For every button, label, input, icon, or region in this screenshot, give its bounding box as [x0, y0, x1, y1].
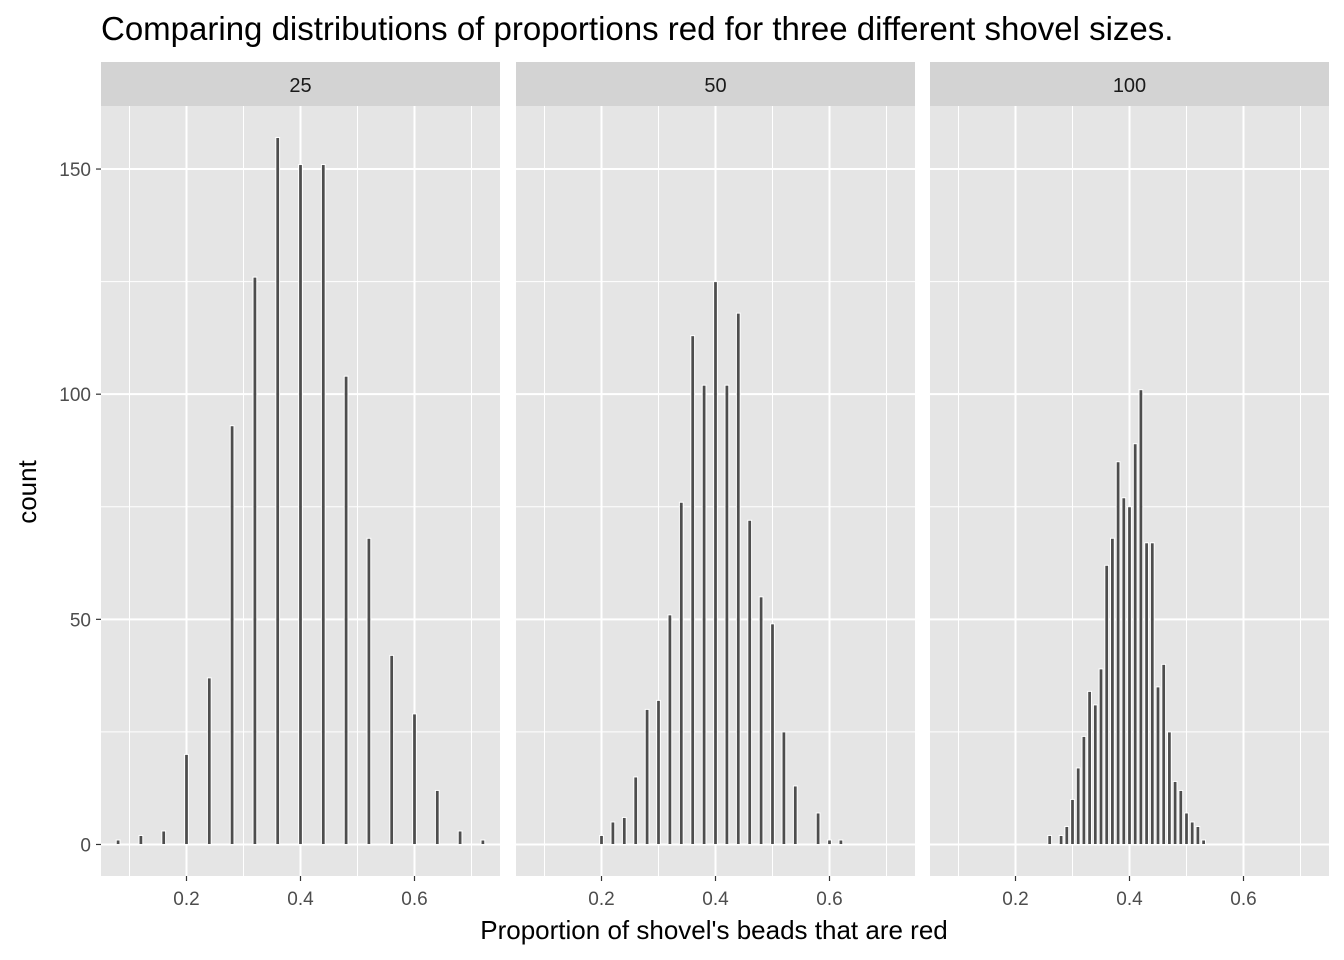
x-tick-label: 0.4 [287, 889, 314, 910]
histogram-bar [320, 164, 326, 845]
histogram-bar [758, 596, 764, 845]
y-tick-label: 100 [59, 385, 91, 406]
histogram-bar [1081, 735, 1087, 845]
histogram-bar [633, 776, 639, 845]
histogram-bar [1110, 537, 1115, 845]
histogram-bar [1047, 834, 1053, 845]
histogram-bar [343, 375, 349, 845]
facet-panel-25: 25 0.2 0.4 0.6 [101, 62, 500, 910]
y-tick-label: 50 [70, 610, 91, 631]
histogram-bar [252, 276, 258, 845]
histogram-bar [1087, 690, 1092, 845]
histogram-bar [1195, 825, 1201, 845]
histogram-bar [366, 537, 372, 845]
histogram-bar [747, 519, 753, 845]
histogram-bar [1104, 564, 1110, 845]
facet-strip-label: 25 [289, 75, 311, 97]
y-axis-title: count [12, 459, 42, 523]
histogram-bar [298, 164, 303, 845]
histogram-bar [656, 699, 661, 845]
y-tick-label: 0 [80, 835, 91, 856]
histogram-bar [1189, 821, 1195, 845]
histogram-bar [275, 137, 281, 845]
histogram-bar [1070, 798, 1075, 845]
x-tick-label: 0.6 [816, 889, 842, 910]
x-tick-label: 0.4 [702, 889, 729, 910]
facet-strip-label: 50 [704, 75, 726, 97]
histogram-bar [1149, 542, 1155, 845]
facet-panel-50: 50 0.2 0.4 0.6 [516, 62, 915, 910]
histogram-bar [229, 425, 235, 845]
facet-panel-100: 100 0.2 0.4 0.6 [930, 62, 1329, 910]
histogram-bar [1178, 789, 1184, 845]
histogram-bar [1092, 704, 1098, 845]
histogram-bar [610, 821, 616, 845]
histogram-bar [1172, 780, 1178, 845]
y-axis: 0 50 100 150 [59, 160, 101, 856]
x-tick-label: 0.2 [1002, 889, 1028, 910]
histogram-bar [389, 654, 395, 845]
x-tick-label: 0.6 [1230, 889, 1256, 910]
x-axis-title: Proportion of shovel's beads that are re… [480, 915, 947, 945]
histogram-bar [1058, 834, 1064, 845]
histogram-bar [781, 731, 787, 845]
histogram-bar [434, 789, 440, 845]
histogram-bar [713, 281, 718, 845]
y-tick-label: 150 [59, 160, 91, 181]
histogram-bar [644, 708, 650, 845]
histogram-bar [184, 753, 189, 845]
histogram-bar [1144, 542, 1149, 845]
histogram-bar [667, 614, 673, 845]
histogram-bar [161, 830, 167, 845]
histogram-bar [1161, 663, 1167, 845]
histogram-bar [1127, 506, 1132, 845]
histogram-bar [838, 839, 844, 845]
histogram-bar [115, 839, 121, 845]
histogram-bar [1115, 461, 1121, 845]
histogram-bar [457, 830, 463, 845]
x-tick-label: 0.4 [1116, 889, 1143, 910]
histogram-bar [1121, 497, 1127, 845]
histogram-bar [138, 834, 144, 845]
facet-strip-label: 100 [1113, 75, 1146, 97]
histogram-bar [792, 785, 798, 845]
histogram-bar [701, 384, 707, 845]
x-tick-label: 0.2 [173, 889, 199, 910]
histogram-bar [735, 312, 741, 845]
histogram-bar [1138, 389, 1144, 845]
histogram-bar [412, 713, 417, 845]
histogram-bar [480, 839, 486, 845]
histogram-bar [678, 501, 684, 845]
histogram-bar [724, 384, 730, 845]
histogram-bar [770, 623, 775, 845]
histogram-bar [599, 834, 604, 845]
histogram-bar [1155, 686, 1161, 845]
histogram-bar [1167, 731, 1172, 845]
x-tick-label: 0.6 [401, 889, 427, 910]
facet-strip [101, 62, 500, 106]
chart-title: Comparing distributions of proportions r… [101, 10, 1173, 47]
histogram-bar [1064, 825, 1070, 845]
histogram-bar [1075, 767, 1081, 845]
x-tick-label: 0.2 [588, 889, 614, 910]
histogram-bar [815, 812, 821, 845]
facet-strip [930, 62, 1329, 106]
facet-strip [516, 62, 915, 106]
histogram-bar [1132, 443, 1138, 845]
histogram-bar [206, 677, 212, 845]
facet-panels: 25 0.2 0.4 0.6 50 0.2 0.4 0.6 100 0.2 0.4 0.6 [101, 62, 1329, 910]
histogram-bar [621, 816, 627, 845]
histogram-bar [827, 839, 832, 845]
histogram-bar [1098, 668, 1104, 845]
histogram-bar [1184, 812, 1189, 845]
histogram-bar [690, 335, 696, 845]
histogram-bar [1201, 839, 1206, 845]
